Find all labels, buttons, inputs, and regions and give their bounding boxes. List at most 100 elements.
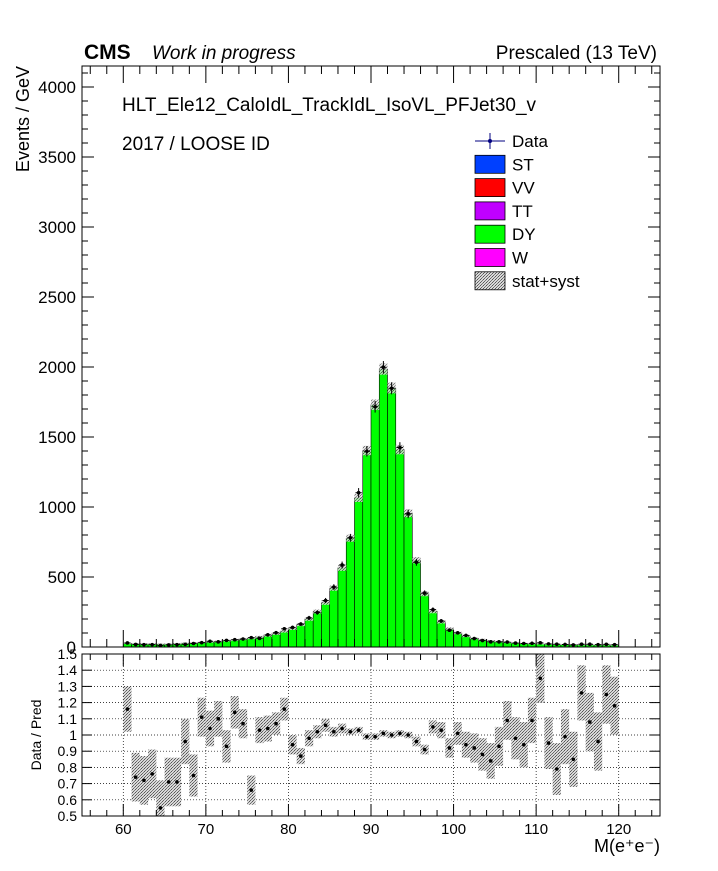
ratio-point <box>216 717 221 721</box>
data-point <box>198 640 205 645</box>
x-tick-label: 100 <box>441 821 466 838</box>
ratio-point <box>365 734 369 739</box>
ratio-point <box>488 759 493 763</box>
dy-bar <box>403 512 413 648</box>
y-tick-label: 1000 <box>38 498 76 517</box>
data-point <box>380 361 387 374</box>
ratio-point <box>208 726 212 731</box>
ratio-x-axis: 60 70 80 90 100 110 120 <box>89 654 653 838</box>
data-point <box>264 633 271 637</box>
ratio-point <box>381 731 386 736</box>
data-point <box>388 382 395 395</box>
data-point <box>347 533 354 542</box>
data-point <box>305 615 313 620</box>
ratio-point <box>447 746 452 750</box>
uncertainty-box <box>280 629 289 633</box>
ratio-point <box>505 718 510 723</box>
dy-histogram <box>122 368 620 648</box>
y-tick-label: 4000 <box>38 78 76 97</box>
data-point <box>553 642 560 646</box>
y-tick-label: 500 <box>48 568 76 587</box>
data-point <box>190 641 197 646</box>
data-point <box>454 631 461 635</box>
legend-label: Data <box>512 132 548 151</box>
ratio-point <box>579 691 584 695</box>
ratio-point <box>323 723 328 728</box>
ratio-points <box>125 676 617 810</box>
data-point <box>140 642 148 647</box>
dy-bar <box>288 628 297 648</box>
ratio-point <box>563 734 567 739</box>
ratio-point <box>224 744 229 749</box>
y-tick-label: 3000 <box>38 218 76 237</box>
x-axis-title: M(e⁺e⁻) <box>594 836 660 856</box>
legend-label: TT <box>512 202 533 221</box>
ratio-panel: 0.50.60.70.80.911.11.21.31.41.5 60 70 80 90… <box>28 646 661 856</box>
ratio-point <box>588 720 592 724</box>
ratio-point <box>472 746 477 750</box>
data-point <box>471 636 478 641</box>
data-point <box>462 633 470 638</box>
x-tick-label: 120 <box>606 821 631 838</box>
ratio-y-tick-label: 0.5 <box>58 808 78 824</box>
ratio-point <box>546 741 551 745</box>
dy-bar <box>395 449 405 648</box>
ratio-y-tick-label: 1.4 <box>58 662 78 678</box>
legend-label: VV <box>512 179 535 198</box>
dy-bar <box>312 611 322 648</box>
data-point <box>396 442 404 453</box>
y-tick-label: 2000 <box>38 358 76 377</box>
ratio-band-box <box>156 780 165 816</box>
data-point <box>594 642 602 647</box>
ratio-point <box>455 731 460 736</box>
ratio-point <box>604 692 609 697</box>
data-point <box>363 446 370 457</box>
data-point <box>157 643 164 648</box>
data-point <box>289 625 296 630</box>
data-point <box>421 590 428 596</box>
trigger-label: HLT_Ele12_CaloIdL_TrackIdL_IsoVL_PFJet30… <box>122 95 537 116</box>
ratio-y-tick-label: 0.8 <box>58 759 78 775</box>
data-point <box>206 639 214 644</box>
ratio-point <box>398 731 402 736</box>
ratio-point <box>521 742 526 747</box>
data-point <box>487 640 494 644</box>
dy-bar <box>345 537 355 648</box>
dy-bar <box>453 632 463 648</box>
y-tick-label: 2500 <box>38 288 76 307</box>
ratio-point <box>299 754 303 758</box>
ratio-point <box>290 742 295 747</box>
dy-bar <box>354 497 364 648</box>
data-points <box>124 361 618 648</box>
dy-bar <box>411 559 421 648</box>
legend-entry-vv: VV <box>474 178 535 198</box>
data-point <box>338 561 346 569</box>
ratio-point <box>249 788 254 792</box>
ratio-point <box>142 778 146 783</box>
legend-label: stat+syst <box>512 272 580 291</box>
ratio-y-tick-label: 1.2 <box>58 695 78 711</box>
data-point <box>330 584 337 590</box>
ratio-point <box>332 729 336 734</box>
data-point <box>570 643 577 647</box>
ratio-point <box>373 734 377 739</box>
dy-bar <box>337 567 347 648</box>
ratio-point <box>257 728 262 732</box>
y-tick-label: 0 <box>67 638 76 657</box>
legend-label: DY <box>512 225 536 244</box>
dy-bar <box>304 618 314 648</box>
ratio-point <box>612 704 617 708</box>
ratio-y-axis: 0.50.60.70.80.911.11.21.31.41.5 <box>58 646 660 824</box>
x-tick-label: 70 <box>198 821 215 838</box>
ratio-point <box>538 676 543 681</box>
ratio-y-tick-label: 1.3 <box>58 678 78 694</box>
ratio-point <box>265 726 270 731</box>
ratio-point <box>439 728 443 732</box>
data-point <box>182 642 189 647</box>
upper-panel: 0 500 1000 1500 2000 2500 3000 3500 4000 Events … <box>13 65 661 657</box>
ratio-point <box>513 736 518 741</box>
legend-entry-statsyst: stat+syst <box>474 271 580 291</box>
ratio-point <box>348 729 353 734</box>
data-point <box>512 641 519 645</box>
selection-label: 2017 / LOOSE ID <box>122 134 270 155</box>
